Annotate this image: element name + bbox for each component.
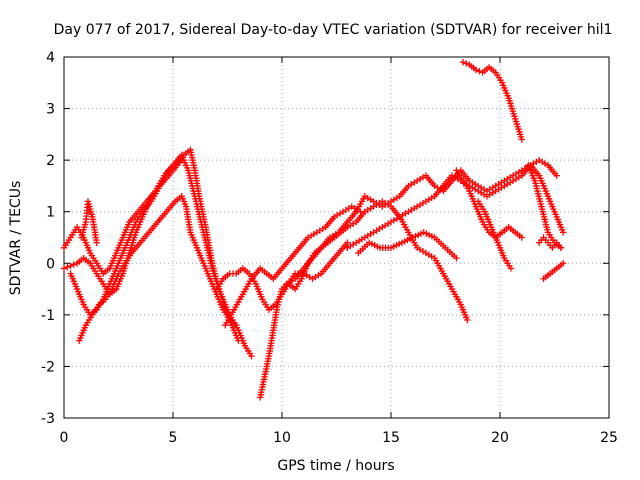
y-tick-label: -2 bbox=[41, 359, 55, 375]
y-tick-labels: -3 -2 -1 0 1 2 3 4 bbox=[41, 50, 55, 427]
data-point bbox=[464, 316, 471, 324]
series-track-12 bbox=[453, 167, 525, 241]
data-point bbox=[518, 136, 525, 143]
y-tick-label: 4 bbox=[46, 50, 55, 66]
x-tick-labels: 0 5 10 15 20 25 bbox=[60, 430, 618, 446]
x-tick-label: 5 bbox=[169, 430, 178, 446]
y-tick-label: -3 bbox=[41, 411, 55, 427]
data-point bbox=[67, 262, 74, 270]
series-track-16 bbox=[536, 234, 565, 252]
grid bbox=[64, 57, 609, 418]
data-point bbox=[518, 234, 525, 241]
data-point bbox=[93, 239, 100, 246]
plot-frame bbox=[63, 56, 610, 419]
x-axis-label: GPS time / hours bbox=[277, 458, 394, 474]
series-track-17 bbox=[540, 260, 567, 282]
data-point bbox=[233, 321, 240, 329]
x-tick-label: 15 bbox=[382, 430, 400, 446]
data-point bbox=[476, 67, 483, 75]
data-point bbox=[235, 337, 242, 344]
data-point bbox=[64, 263, 71, 271]
x-tick-label: 20 bbox=[491, 430, 509, 446]
data-point bbox=[472, 66, 480, 74]
series-track-6 bbox=[222, 203, 364, 329]
y-tick-label: -1 bbox=[41, 308, 55, 324]
data-point bbox=[60, 265, 68, 272]
series-track-11 bbox=[355, 229, 460, 262]
data-series bbox=[60, 58, 567, 401]
x-tick-label: 25 bbox=[600, 430, 618, 446]
y-tick-label: 3 bbox=[46, 102, 55, 118]
x-tick-label: 0 bbox=[60, 430, 69, 446]
chart-title: Day 077 of 2017, Sidereal Day-to-day VTE… bbox=[54, 22, 613, 38]
series-track-13 bbox=[459, 58, 525, 143]
data-point bbox=[553, 172, 560, 179]
data-point bbox=[557, 244, 565, 252]
data-point bbox=[507, 265, 515, 272]
series-track-4 bbox=[76, 193, 240, 344]
data-point bbox=[560, 260, 567, 267]
data-point bbox=[459, 58, 467, 66]
x-tick-label: 10 bbox=[273, 430, 291, 446]
y-tick-label: 2 bbox=[46, 153, 55, 169]
series-track-5 bbox=[78, 198, 100, 246]
axis-ticks bbox=[63, 56, 610, 419]
data-point bbox=[453, 254, 460, 262]
series-track-10 bbox=[344, 156, 560, 252]
data-point bbox=[560, 229, 567, 236]
series-track-8 bbox=[257, 198, 471, 401]
data-point bbox=[463, 60, 470, 67]
series-track-14 bbox=[475, 198, 515, 272]
data-point bbox=[70, 261, 78, 268]
y-tick-label: 1 bbox=[46, 205, 55, 221]
y-tick-label: 0 bbox=[46, 256, 55, 272]
data-point bbox=[248, 352, 255, 360]
y-axis-label: SDTVAR / TECUs bbox=[8, 181, 24, 296]
series-track-3 bbox=[67, 146, 242, 344]
